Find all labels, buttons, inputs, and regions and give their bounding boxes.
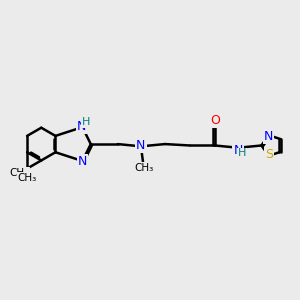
Text: N: N [77, 120, 86, 133]
Text: H: H [82, 117, 90, 128]
Text: S: S [265, 148, 273, 161]
Text: N: N [78, 155, 87, 168]
Text: CH₃: CH₃ [17, 173, 37, 183]
Text: O: O [211, 114, 220, 127]
Text: N: N [263, 130, 273, 143]
Text: H: H [238, 148, 246, 158]
Text: CH₃: CH₃ [134, 163, 153, 173]
Text: N: N [136, 139, 146, 152]
Text: CH₃: CH₃ [10, 168, 29, 178]
Text: N: N [233, 144, 243, 157]
